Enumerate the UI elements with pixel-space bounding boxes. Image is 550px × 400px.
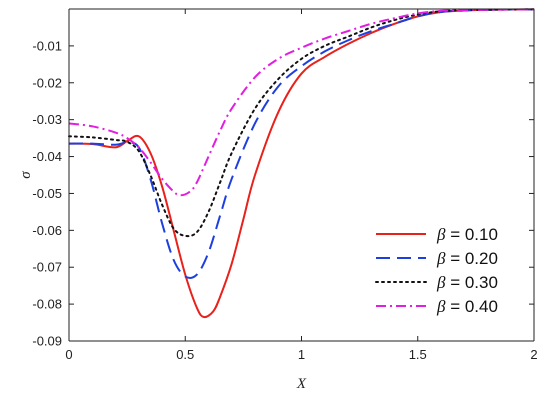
legend-value: = 0.40 bbox=[445, 297, 497, 316]
x-tick-label: 1 bbox=[298, 347, 305, 362]
legend-label-1: β = 0.10 bbox=[436, 225, 498, 244]
plot-area bbox=[69, 9, 534, 341]
legend-value: = 0.20 bbox=[445, 249, 497, 268]
x-tick-label: 0 bbox=[65, 347, 72, 362]
x-tick-label: 0.5 bbox=[176, 347, 194, 362]
legend-value: = 0.30 bbox=[445, 273, 497, 292]
y-tick-label: -0.05 bbox=[32, 186, 62, 201]
y-tick-label: -0.07 bbox=[32, 260, 62, 275]
legend-symbol: β bbox=[436, 225, 446, 244]
series-lines bbox=[68, 8, 535, 319]
plot-background bbox=[69, 9, 534, 341]
legend-symbol: β bbox=[436, 297, 446, 316]
axes: 0 0.5 1 1.5 2 -0.01 -0.02 -0.03 -0.04 -0.05 -0.06 -… bbox=[18, 8, 538, 392]
x-tick-label: 2 bbox=[530, 347, 537, 362]
y-tick-label: -0.08 bbox=[32, 297, 62, 312]
x-tick-label: 1.5 bbox=[409, 347, 427, 362]
legend-value: = 0.10 bbox=[445, 225, 497, 244]
legend: β = 0.10β = 0.20β = 0.30β = 0.40 bbox=[375, 225, 498, 316]
x-axis-label: X bbox=[296, 376, 307, 392]
y-tick-label: -0.03 bbox=[32, 112, 62, 127]
legend-symbol: β bbox=[436, 273, 446, 292]
series-line-3 bbox=[68, 8, 535, 238]
legend-symbol: β bbox=[436, 249, 446, 268]
y-tick-label: -0.06 bbox=[32, 223, 62, 238]
y-tick-label: -0.01 bbox=[32, 38, 62, 53]
y-tick-label: -0.09 bbox=[32, 334, 62, 349]
legend-label-4: β = 0.40 bbox=[436, 297, 498, 316]
legend-label-2: β = 0.20 bbox=[436, 249, 498, 268]
legend-label-3: β = 0.30 bbox=[436, 273, 498, 292]
y-tick-label: -0.04 bbox=[32, 149, 62, 164]
y-axis-label: σ bbox=[18, 171, 34, 179]
y-tick-label: -0.02 bbox=[32, 75, 62, 90]
